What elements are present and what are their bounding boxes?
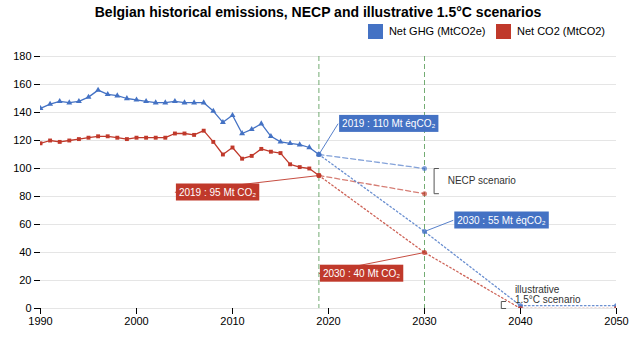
svg-text:40: 40 bbox=[19, 246, 31, 258]
svg-text:140: 140 bbox=[13, 106, 31, 118]
svg-text:100: 100 bbox=[13, 162, 31, 174]
html-text:Belgian historical emissions,: Belgian historical emissions, NECP and i… bbox=[94, 4, 542, 20]
svg-text:20: 20 bbox=[19, 274, 31, 286]
svg-text:2019 : 95 Mt CO₂: 2019 : 95 Mt CO₂ bbox=[179, 187, 256, 198]
svg-text:2000: 2000 bbox=[124, 315, 148, 327]
svg-text:120: 120 bbox=[13, 134, 31, 146]
svg-text:60: 60 bbox=[19, 218, 31, 230]
svg-text:180: 180 bbox=[13, 50, 31, 62]
html-text:Net CO2 (MtCO2): Net CO2 (MtCO2) bbox=[517, 25, 605, 38]
svg-text:NECP scenario: NECP scenario bbox=[448, 175, 517, 186]
html-text:Net GHG (MtCO2e): Net GHG (MtCO2e) bbox=[388, 25, 486, 38]
svg-text:2030 : 55 Mt éqCO₂: 2030 : 55 Mt éqCO₂ bbox=[457, 215, 545, 226]
svg-text:1990: 1990 bbox=[28, 315, 52, 327]
svg-text:2030 : 40 Mt CO₂: 2030 : 40 Mt CO₂ bbox=[323, 268, 400, 279]
svg-text:2030: 2030 bbox=[412, 315, 436, 327]
svg-text:illustrative1.5°C scenario: illustrative1.5°C scenario bbox=[515, 284, 581, 305]
svg-text:2010: 2010 bbox=[220, 315, 244, 327]
svg-text:2050: 2050 bbox=[604, 315, 628, 327]
svg-text:160: 160 bbox=[13, 78, 31, 90]
svg-text:2020: 2020 bbox=[316, 315, 340, 327]
svg-text:0: 0 bbox=[25, 302, 31, 314]
svg-text:2019 : 110 Mt éqCO₂: 2019 : 110 Mt éqCO₂ bbox=[342, 118, 435, 129]
svg-text:2040: 2040 bbox=[508, 315, 532, 327]
svg-text:80: 80 bbox=[19, 190, 31, 202]
